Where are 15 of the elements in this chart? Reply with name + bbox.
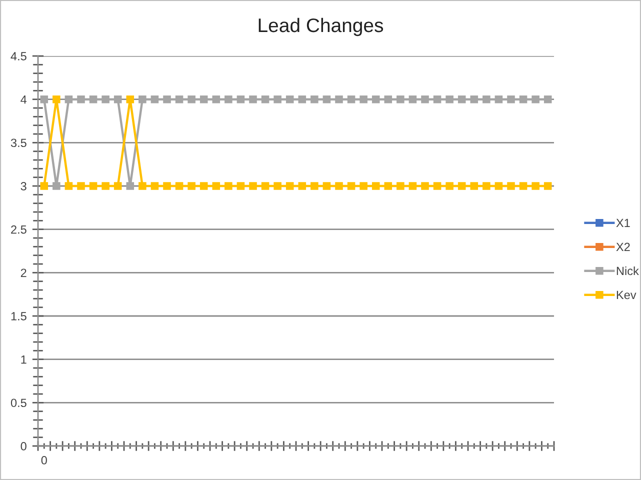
chart-title: Lead Changes: [258, 18, 384, 36]
y-tick-label: 0: [20, 442, 26, 450]
y-tick-label: 2.5: [11, 225, 26, 234]
y-tick-label: 3.5: [10, 138, 26, 148]
y-tick-label: 2: [20, 268, 26, 277]
legend-label: X2: [616, 242, 630, 252]
y-tick-label: 0.5: [10, 398, 26, 408]
legend-label: X1: [616, 218, 630, 228]
y-tick-label: 4.5: [10, 52, 26, 60]
y-tick-label: 3: [20, 182, 26, 190]
y-tick-label: 4: [20, 95, 27, 104]
legend-label: Nick: [616, 266, 639, 276]
y-tick-label: 1.5: [11, 312, 26, 320]
legend-label: Kev: [616, 290, 636, 300]
y-tick-label: 1: [21, 355, 26, 364]
